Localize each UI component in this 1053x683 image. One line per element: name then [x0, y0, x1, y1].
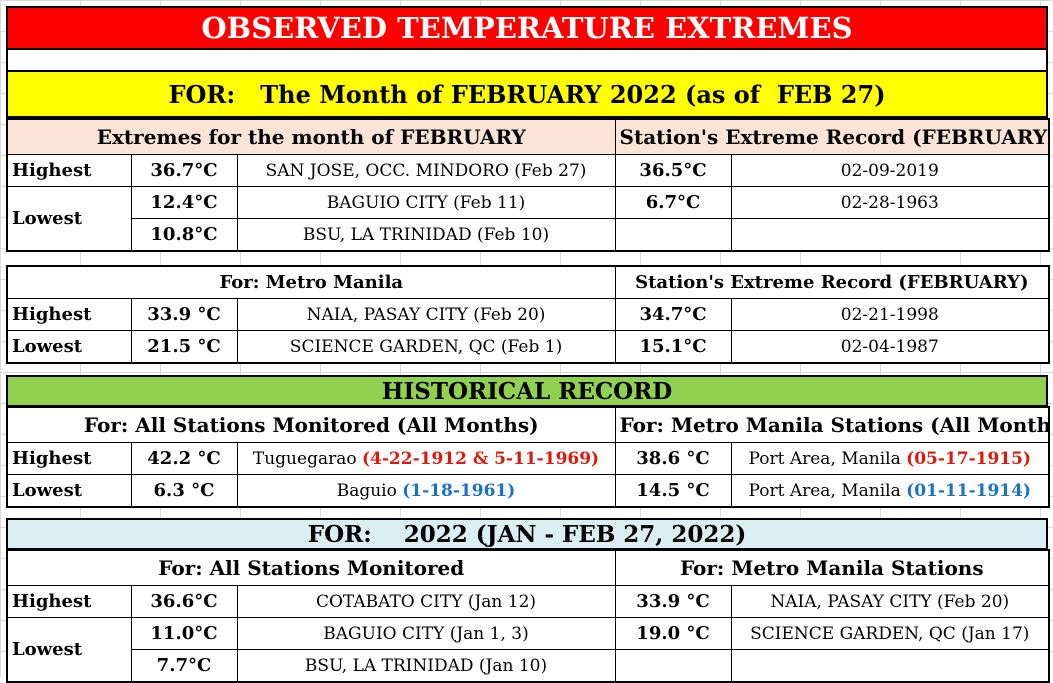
year-2022-banner: FOR: 2022 (JAN - FEB 27, 2022) — [6, 518, 1048, 550]
station-dates: (4-22-1912 & 5-11-1969) — [362, 448, 600, 469]
record-date: 02-04-1987 — [730, 330, 1050, 364]
row-label-lowest: Lowest — [6, 617, 132, 683]
table-row: Highest 36.7°C SAN JOSE, OCC. MINDORO (F… — [6, 154, 1050, 187]
station-cell: Baguio (1-18-1961) — [236, 474, 616, 508]
metro-station-cell: Port Area, Manila (05-17-1915) — [730, 442, 1050, 475]
row-label-lowest: Lowest — [6, 330, 132, 364]
row-label-highest: Highest — [6, 442, 132, 475]
temp-value: 21.5 °C — [130, 330, 238, 364]
metro-station-cell: Port Area, Manila (01-11-1914) — [730, 474, 1050, 508]
table-row: Highest 42.2 °C Tuguegarao (4-22-1912 & … — [6, 442, 1050, 475]
metro-station-date: (01-11-1914) — [906, 480, 1031, 501]
metro-stations-2022-header: For: Metro Manila Stations — [614, 549, 1050, 586]
station-name: Tuguegarao — [252, 448, 362, 469]
metro-stations-header: For: Metro Manila Stations (All Months) — [614, 406, 1050, 443]
station-cell: BAGUIO CITY (Jan 1, 3) — [236, 617, 616, 650]
temp-value: 10.8°C — [130, 218, 238, 252]
temp-value: 42.2 °C — [130, 442, 238, 475]
metro-station-cell: NAIA, PASAY CITY (Feb 20) — [730, 585, 1050, 618]
row-label-highest: Highest — [6, 154, 132, 187]
blank-row — [6, 50, 1048, 70]
temp-value: 11.0°C — [130, 617, 238, 650]
february-extremes-table: Extremes for the month of FEBRUARY Stati… — [6, 118, 1051, 252]
record-date: 02-09-2019 — [730, 154, 1050, 187]
record-temp-value — [614, 218, 732, 252]
february-extremes-header: Extremes for the month of FEBRUARY — [6, 118, 616, 155]
station-cell: BSU, LA TRINIDAD (Feb 10) — [236, 218, 616, 252]
table-row: 7.7°C BSU, LA TRINIDAD (Jan 10) — [7, 649, 1050, 683]
station-cell: SCIENCE GARDEN, QC (Feb 1) — [236, 330, 616, 364]
station-cell: BSU, LA TRINIDAD (Jan 10) — [236, 649, 616, 683]
metro-station-name: Port Area, Manila — [748, 480, 907, 501]
table-row: Highest 33.9 °C NAIA, PASAY CITY (Feb 20… — [6, 298, 1050, 331]
table-row: Lowest 21.5 °C SCIENCE GARDEN, QC (Feb 1… — [6, 330, 1050, 364]
table-row: Highest 36.6°C COTABATO CITY (Jan 12) 33… — [6, 585, 1050, 618]
historical-record-table: For: All Stations Monitored (All Months)… — [6, 406, 1051, 508]
metro-station-cell: SCIENCE GARDEN, QC (Jan 17) — [730, 617, 1050, 650]
station-record-header: Station's Extreme Record (FEBRUARY) — [614, 118, 1050, 155]
page-title-text: OBSERVED TEMPERATURE EXTREMES — [201, 11, 853, 45]
station-cell: Tuguegarao (4-22-1912 & 5-11-1969) — [236, 442, 616, 475]
table-row: Lowest 12.4°C BAGUIO CITY (Feb 11) 6.7°C… — [6, 186, 1050, 252]
metro-temp-value: 33.9 °C — [614, 585, 732, 618]
record-date: 02-21-1998 — [730, 298, 1050, 331]
year-2022-title: FOR: 2022 (JAN - FEB 27, 2022) — [307, 520, 747, 548]
metro-manila-table: For: Metro Manila Station's Extreme Reco… — [6, 265, 1051, 364]
record-temp-value: 36.5°C — [614, 154, 732, 187]
year-2022-table: For: All Stations Monitored For: Metro M… — [6, 549, 1051, 683]
historical-record-title: HISTORICAL RECORD — [381, 377, 673, 405]
temp-value: 7.7°C — [130, 649, 238, 683]
metro-station-name: Port Area, Manila — [748, 448, 907, 469]
period-banner: FOR: The Month of FEBRUARY 2022 (as of F… — [6, 70, 1048, 118]
temp-value: 36.6°C — [130, 585, 238, 618]
temp-value: 12.4°C — [130, 186, 238, 219]
table-row: Lowest 11.0°C BAGUIO CITY (Jan 1, 3) 19.… — [6, 617, 1050, 683]
historical-record-banner: HISTORICAL RECORD — [6, 375, 1048, 407]
metro-station-cell — [730, 649, 1050, 683]
table-row: 10.8°C BSU, LA TRINIDAD (Feb 10) — [7, 218, 1050, 252]
metro-temp-value — [614, 649, 732, 683]
metro-temp-value: 19.0 °C — [614, 617, 732, 650]
station-dates: (1-18-1961) — [402, 480, 516, 501]
table-row: Lowest 6.3 °C Baguio (1-18-1961) 14.5 °C… — [6, 474, 1050, 508]
all-stations-2022-header: For: All Stations Monitored — [6, 549, 616, 586]
row-label-lowest: Lowest — [6, 186, 132, 252]
row-label-highest: Highest — [6, 585, 132, 618]
station-cell: BAGUIO CITY (Feb 11) — [236, 186, 616, 219]
metro-temp-value: 38.6 °C — [614, 442, 732, 475]
metro-temp-value: 14.5 °C — [614, 474, 732, 508]
temp-value: 6.3 °C — [130, 474, 238, 508]
metro-manila-header: For: Metro Manila — [6, 265, 616, 299]
temp-value: 36.7°C — [130, 154, 238, 187]
row-label-highest: Highest — [6, 298, 132, 331]
page-title: OBSERVED TEMPERATURE EXTREMES — [6, 6, 1048, 50]
period-banner-text: FOR: The Month of FEBRUARY 2022 (as of F… — [168, 79, 886, 109]
station-cell: SAN JOSE, OCC. MINDORO (Feb 27) — [236, 154, 616, 187]
record-temp-value: 34.7°C — [614, 298, 732, 331]
record-temp-value: 6.7°C — [614, 186, 732, 219]
all-stations-header: For: All Stations Monitored (All Months) — [6, 406, 616, 443]
metro-station-record-header: Station's Extreme Record (FEBRUARY) — [614, 265, 1050, 299]
row-label-lowest: Lowest — [6, 474, 132, 508]
station-name: Baguio — [336, 480, 403, 501]
station-cell: COTABATO CITY (Jan 12) — [236, 585, 616, 618]
metro-station-date: (05-17-1915) — [906, 448, 1031, 469]
temp-value: 33.9 °C — [130, 298, 238, 331]
station-cell: NAIA, PASAY CITY (Feb 20) — [236, 298, 616, 331]
record-date — [730, 218, 1050, 252]
record-temp-value: 15.1°C — [614, 330, 732, 364]
record-date: 02-28-1963 — [730, 186, 1050, 219]
